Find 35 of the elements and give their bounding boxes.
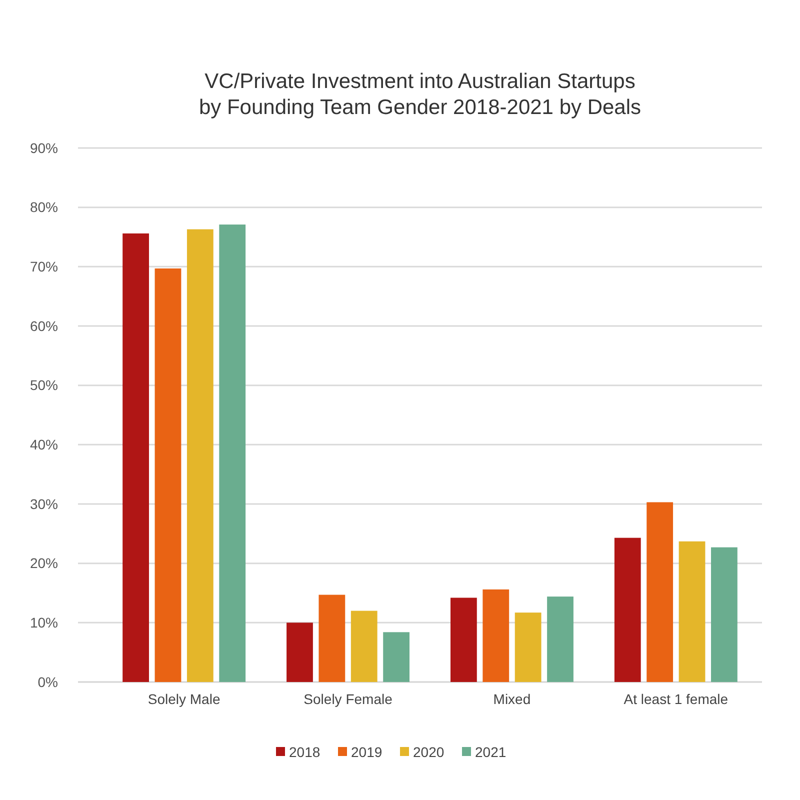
y-tick-label: 70% — [30, 258, 58, 275]
y-tick-label: 50% — [30, 377, 58, 394]
legend-label: 2018 — [289, 744, 320, 760]
x-tick-label: Solely Female — [304, 691, 393, 707]
legend-label: 2021 — [475, 744, 506, 760]
y-tick-label: 10% — [30, 614, 58, 631]
bar — [318, 594, 346, 682]
legend-label: 2019 — [351, 744, 382, 760]
x-tick-label: Solely Male — [148, 691, 220, 707]
legend-label: 2020 — [413, 744, 444, 760]
bar — [186, 229, 214, 682]
bar — [383, 632, 410, 682]
y-tick-label: 90% — [30, 140, 58, 156]
bar — [350, 610, 378, 682]
y-tick-label: 40% — [30, 436, 58, 453]
x-tick-label: Mixed — [493, 691, 531, 707]
y-tick-label: 20% — [30, 555, 58, 572]
bar — [450, 598, 477, 682]
y-tick-label: 80% — [30, 199, 58, 216]
bar — [154, 268, 182, 682]
bar — [547, 596, 574, 682]
chart-title: VC/Private Investment into Australian Startups by Founding Team Gender 2018-2021 by Deals — [198, 70, 642, 119]
bar — [678, 541, 706, 682]
bar — [219, 224, 246, 682]
y-tick-label: 30% — [30, 496, 58, 512]
bar — [614, 538, 641, 682]
bar — [122, 233, 149, 682]
bar — [711, 547, 738, 682]
bar — [514, 612, 542, 682]
bar — [286, 622, 313, 682]
bar — [646, 502, 674, 682]
y-tick-label: 0% — [38, 674, 58, 690]
x-tick-label: At least 1 female — [624, 691, 728, 707]
bar — [482, 589, 510, 682]
y-tick-label: 60% — [30, 318, 58, 334]
